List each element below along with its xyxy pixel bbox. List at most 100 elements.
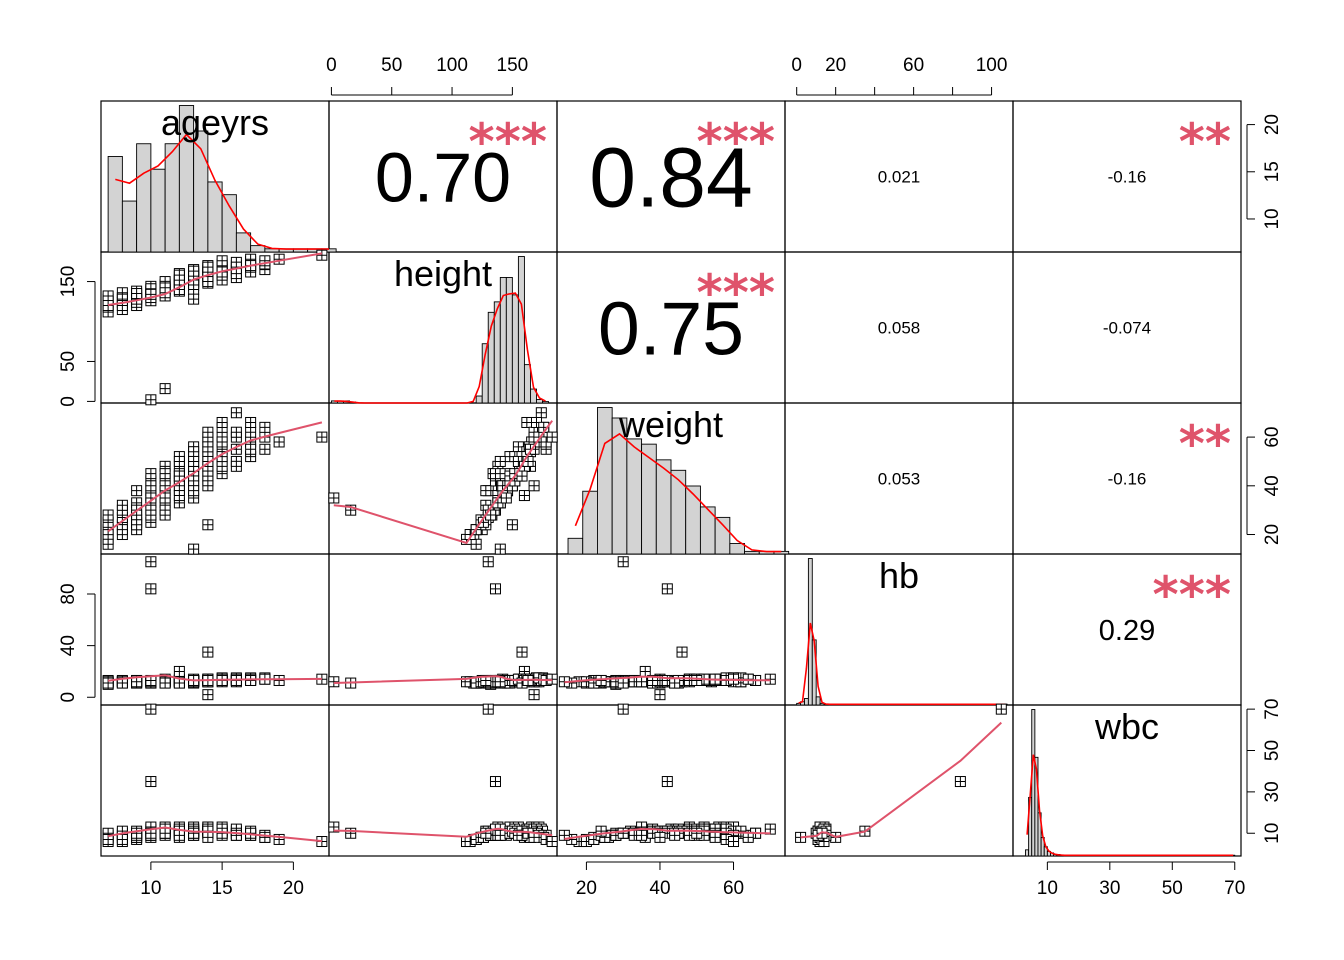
histogram-bar	[670, 469, 687, 555]
point-cross	[490, 468, 501, 479]
data-point	[259, 443, 271, 455]
data-point	[259, 421, 271, 433]
point-cross	[160, 480, 171, 491]
scatter-weight-vs-ageyrs	[102, 407, 328, 555]
tick-label: 70	[1262, 699, 1283, 720]
density-curve-wbc	[1026, 754, 1234, 857]
data-point	[328, 821, 340, 833]
point-cross	[274, 675, 285, 686]
tick-label: 20	[576, 878, 597, 899]
point-cross	[174, 471, 185, 482]
histogram-bar	[729, 543, 745, 555]
bottom-axis-weight: 20 40 60	[576, 861, 744, 899]
data-point	[691, 827, 703, 839]
data-point	[145, 703, 157, 715]
point-cross	[636, 676, 647, 687]
tick-label: 20	[283, 878, 304, 899]
smoother-line	[333, 827, 553, 838]
data-point	[173, 490, 185, 502]
tick-label: 60	[1262, 427, 1283, 448]
data-point	[102, 300, 114, 312]
data-point	[188, 293, 200, 305]
point-cross	[217, 255, 228, 266]
data-point	[131, 676, 143, 688]
histogram-bar	[773, 550, 790, 555]
point-cross	[131, 288, 142, 299]
point-cross	[160, 505, 171, 516]
histogram-bar	[536, 399, 543, 404]
tick-label: 10	[1262, 208, 1283, 229]
data-point	[669, 677, 681, 689]
smoother-line	[564, 675, 771, 684]
tick-label: 30	[1099, 878, 1120, 899]
data-point	[188, 446, 200, 458]
histogram-bar	[626, 438, 643, 555]
data-point	[489, 776, 501, 788]
significance-stars-weight-wbc: **	[1179, 415, 1231, 473]
tick-label: 30	[1262, 781, 1283, 802]
right-axis-weight: 20 40 60	[1246, 427, 1283, 545]
data-point	[245, 426, 257, 438]
right-axis-ageyrs: 10 15 20	[1246, 114, 1283, 230]
point-cross	[316, 432, 327, 443]
point-cross	[202, 647, 213, 658]
point-cross	[245, 675, 256, 686]
point-cross	[274, 436, 285, 447]
point-cross	[131, 676, 142, 687]
data-point	[328, 492, 340, 504]
data-point	[316, 431, 328, 443]
histogram-bar	[221, 194, 237, 253]
point-cross	[529, 832, 540, 843]
point-cross	[521, 417, 532, 428]
point-cross	[117, 834, 128, 845]
data-point	[230, 829, 242, 841]
data-point	[995, 703, 1007, 715]
data-point	[480, 485, 492, 497]
point-cross	[160, 678, 171, 689]
tick-label: 50	[1262, 740, 1283, 761]
data-point	[173, 269, 185, 281]
point-cross	[636, 830, 647, 841]
point-cross	[188, 828, 199, 839]
tick-label: 20	[825, 55, 846, 76]
point-cross	[480, 485, 491, 496]
point-cross	[231, 407, 242, 418]
point-cross	[202, 480, 213, 491]
data-point	[145, 776, 157, 788]
data-point	[470, 538, 482, 550]
tick-label: 60	[903, 55, 924, 76]
data-point	[173, 665, 185, 677]
point-cross	[188, 294, 199, 305]
data-point	[102, 538, 114, 550]
variable-label-hb: hb	[879, 555, 919, 596]
point-cross	[618, 828, 629, 839]
significance-stars-ageyrs-height: ***	[469, 113, 547, 171]
data-point	[131, 288, 143, 300]
data-point	[524, 443, 536, 455]
point-cross	[490, 583, 501, 594]
histogram-bar	[107, 156, 123, 253]
point-cross	[495, 544, 506, 555]
point-cross	[529, 689, 540, 700]
axes-layer: 10 15 20 20 40 60 10 30 50 700 50 100 150 0 20 60 100101…	[58, 55, 1283, 899]
histogram-wbc	[1025, 709, 1236, 857]
significance-stars-ageyrs-wbc: **	[1179, 113, 1231, 171]
tick-label: 0	[58, 396, 79, 407]
right-axis-wbc: 10 30 50 70	[1246, 699, 1283, 844]
smoother-line	[107, 826, 322, 843]
data-point	[636, 676, 648, 688]
data-point	[188, 475, 200, 487]
histogram-bar	[164, 143, 180, 253]
point-cross	[174, 678, 185, 689]
tick-label: 20	[1262, 524, 1283, 545]
point-cross	[490, 776, 501, 787]
histogram-bar	[136, 143, 152, 253]
point-cross	[259, 832, 270, 843]
tick-label: 10	[1262, 823, 1283, 844]
data-point	[345, 827, 357, 839]
histogram-bar	[1034, 756, 1039, 857]
data-point	[245, 416, 257, 428]
data-point	[202, 426, 214, 438]
data-point	[145, 480, 157, 492]
